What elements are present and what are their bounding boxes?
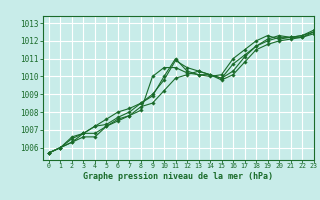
X-axis label: Graphe pression niveau de la mer (hPa): Graphe pression niveau de la mer (hPa) <box>84 172 273 181</box>
